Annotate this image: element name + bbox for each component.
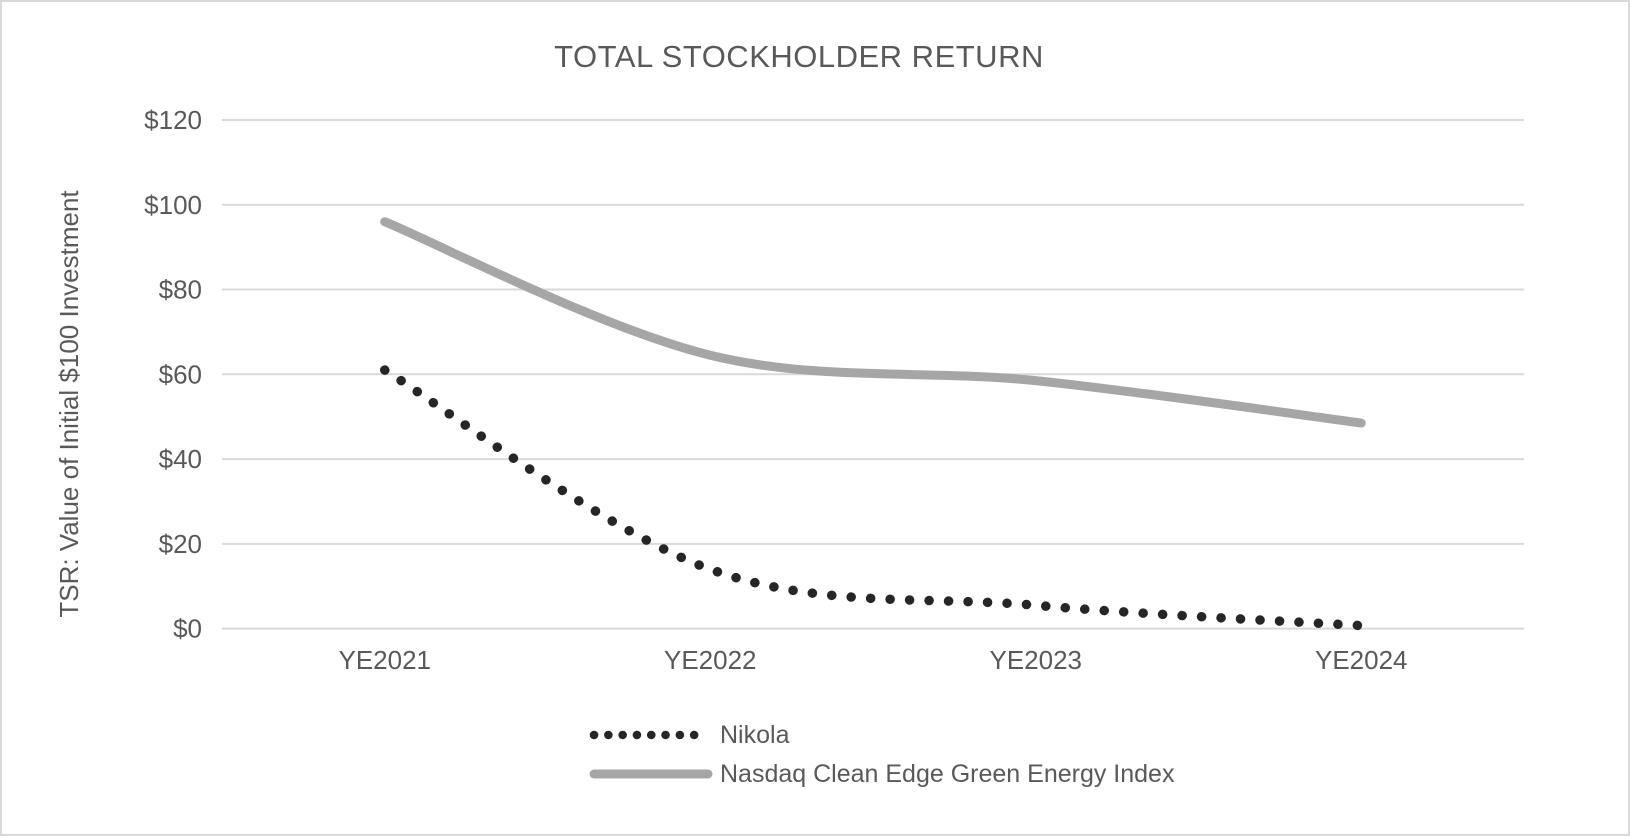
- gridlines: [222, 119, 1524, 630]
- legend-item: Nikola: [589, 721, 790, 749]
- series-line-nikola: [380, 365, 1366, 631]
- legend: Nikola Nasdaq Clean Edge Green Energy Ind…: [589, 721, 1175, 788]
- legend-label: Nasdaq Clean Edge Green Energy Index: [720, 760, 1175, 788]
- legend-label: Nikola: [720, 721, 790, 749]
- x-tick-label: YE2022: [664, 645, 757, 675]
- y-axis-title: TSR: Value of Initial $100 Investment: [54, 190, 84, 618]
- y-axis-tick-labels: $0 $20 $40 $60 $80 $100 $120: [144, 105, 202, 644]
- y-tick-label: $0: [173, 614, 202, 644]
- legend-item: Nasdaq Clean Edge Green Energy Index: [589, 760, 1175, 788]
- x-tick-label: YE2024: [1315, 645, 1408, 675]
- x-axis-tick-labels: YE2021 YE2022 YE2023 YE2024: [338, 645, 1407, 675]
- x-tick-label: YE2023: [989, 645, 1082, 675]
- y-tick-label: $20: [159, 529, 202, 559]
- y-tick-label: $40: [159, 444, 202, 474]
- y-tick-label: $120: [144, 105, 202, 135]
- chart-title: TOTAL STOCKHOLDER RETURN: [554, 39, 1044, 74]
- y-tick-label: $60: [159, 359, 202, 389]
- x-tick-label: YE2021: [338, 645, 431, 675]
- y-tick-label: $80: [159, 275, 202, 305]
- y-tick-label: $100: [144, 190, 202, 220]
- series-lines: [380, 217, 1366, 631]
- series-line-nasdaq: [380, 217, 1366, 428]
